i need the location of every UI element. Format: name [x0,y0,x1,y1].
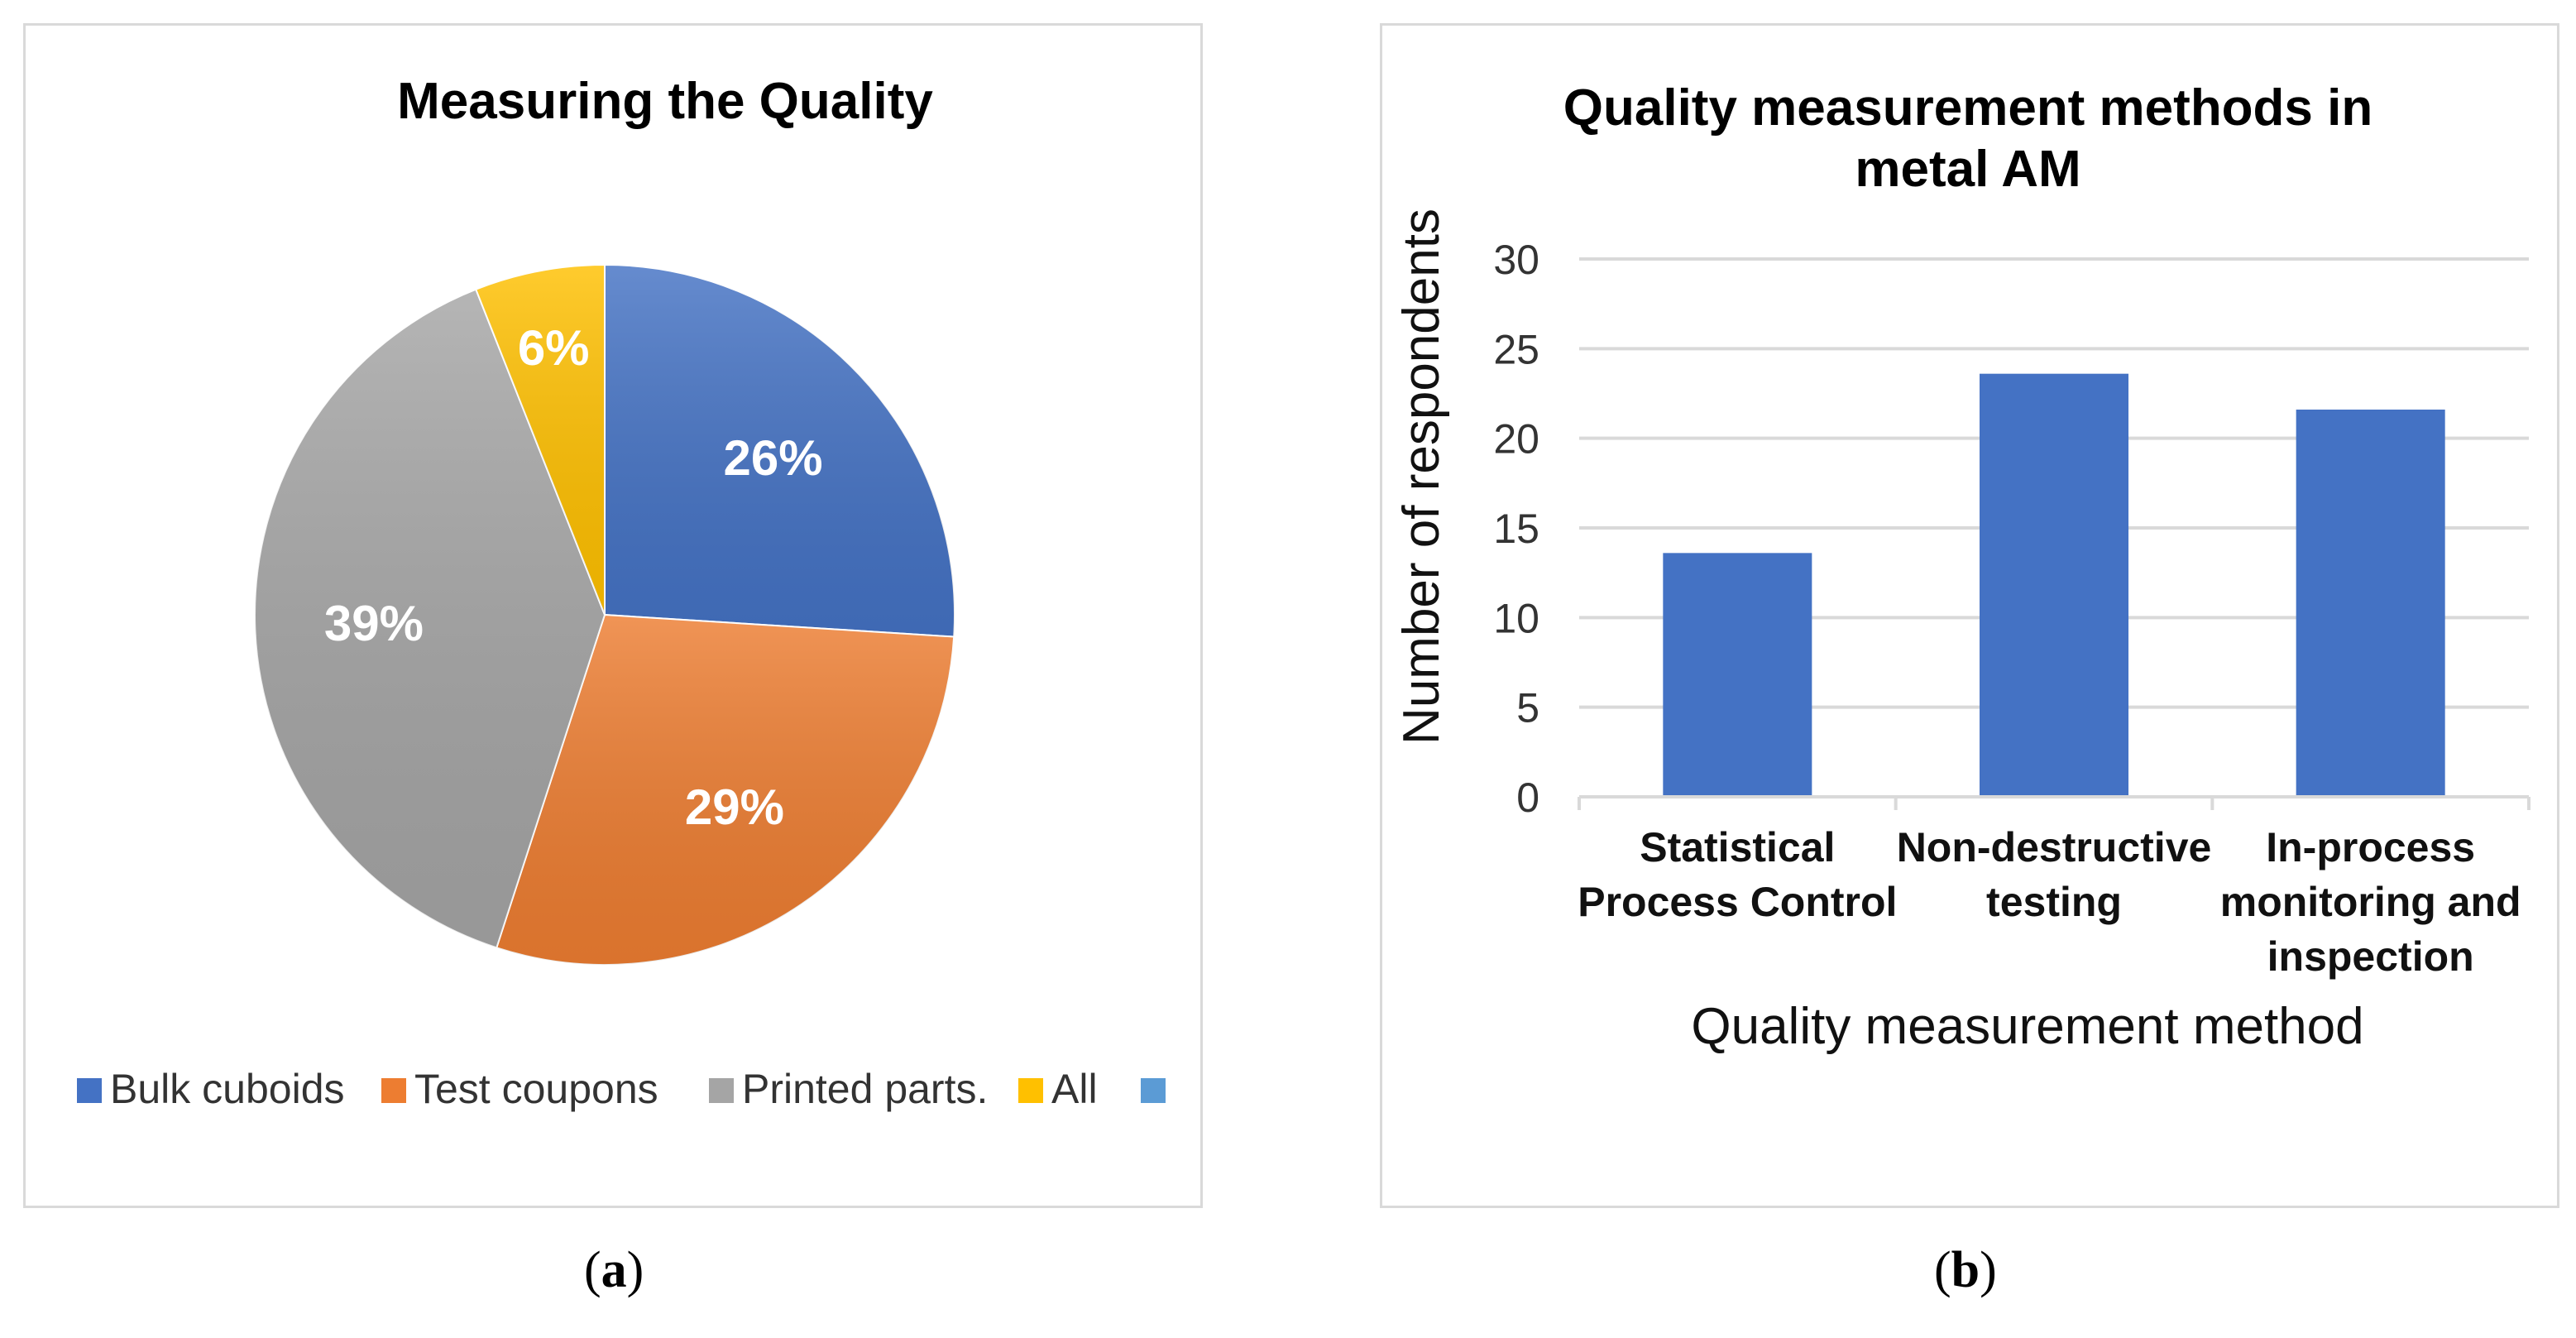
y-tick-label-25: 25 [1493,326,1539,372]
x-tick-label-statistical: Statistical [1640,824,1835,870]
legend-swatch-bulk-cuboids [77,1078,102,1103]
bar-chart-title-line-1: Quality measurement methods in [1563,79,2373,137]
pie-data-label-bulk-cuboids: 26% [723,430,822,486]
legend-swatch-empty [1141,1078,1166,1103]
caption-a: (a) [584,1242,644,1298]
bar-chart-title-line-2: metal AM [1855,141,2080,198]
pie-data-label-all: 6% [518,320,590,376]
y-tick-label-15: 15 [1493,506,1539,552]
pie-slice-shade-printed-parts [255,289,605,948]
bar-non-destructive-testing [1980,373,2128,797]
x-tick-label-monitoring-and: monitoring and [2220,879,2521,925]
legend-label-all: All [1051,1066,1098,1112]
x-tick-label-in-process: In-process [2266,824,2475,870]
pie-data-label-printed-parts: 39% [324,596,424,651]
bar-chart: Quality measurement methods in metal AM … [1393,79,2531,1055]
bar-chart-panel: Quality measurement methods in metal AM … [1380,23,2559,1208]
pie-chart: Measuring the Quality 26% 29% 39% 6% Bulk c… [77,73,1166,1112]
pie-data-label-test-coupons: 29% [685,779,784,835]
x-tick-label-testing: testing [1986,879,2122,925]
x-tick-label-non-destructive: Non-destructive [1897,824,2212,870]
legend-swatch-printed-parts [709,1078,734,1103]
legend-label-printed-parts: Printed parts. [742,1066,988,1112]
pie-slice-shade-bulk-cuboids [605,265,955,637]
caption-b: (b) [1934,1242,1997,1298]
y-tick-label-10: 10 [1493,595,1539,641]
y-tick-label-30: 30 [1493,237,1539,283]
bar-statistical-process-control [1663,553,1812,797]
x-axis-title: Quality measurement method [1691,998,2363,1055]
legend-swatch-test-coupons [381,1078,406,1103]
y-axis-title: Number of respondents [1393,209,1450,745]
legend-label-bulk-cuboids: Bulk cuboids [110,1066,345,1112]
y-tick-label-5: 5 [1516,685,1539,731]
pie-slice-shade-test-coupons [496,615,955,965]
pie-chart-title: Measuring the Quality [397,73,933,130]
pie-chart-panel: Measuring the Quality 26% 29% 39% 6% Bulk c… [23,23,1203,1208]
y-tick-label-20: 20 [1493,416,1539,463]
pie-slice-shade-all [476,265,605,615]
y-tick-label-0: 0 [1516,775,1539,821]
legend-swatch-all [1018,1078,1043,1103]
x-tick-label-process-control: Process Control [1578,879,1897,925]
x-tick-label-inspection: inspection [2267,933,2474,980]
legend-label-test-coupons: Test coupons [414,1066,658,1112]
bar-in-process-monitoring-and-inspection [2296,410,2445,797]
